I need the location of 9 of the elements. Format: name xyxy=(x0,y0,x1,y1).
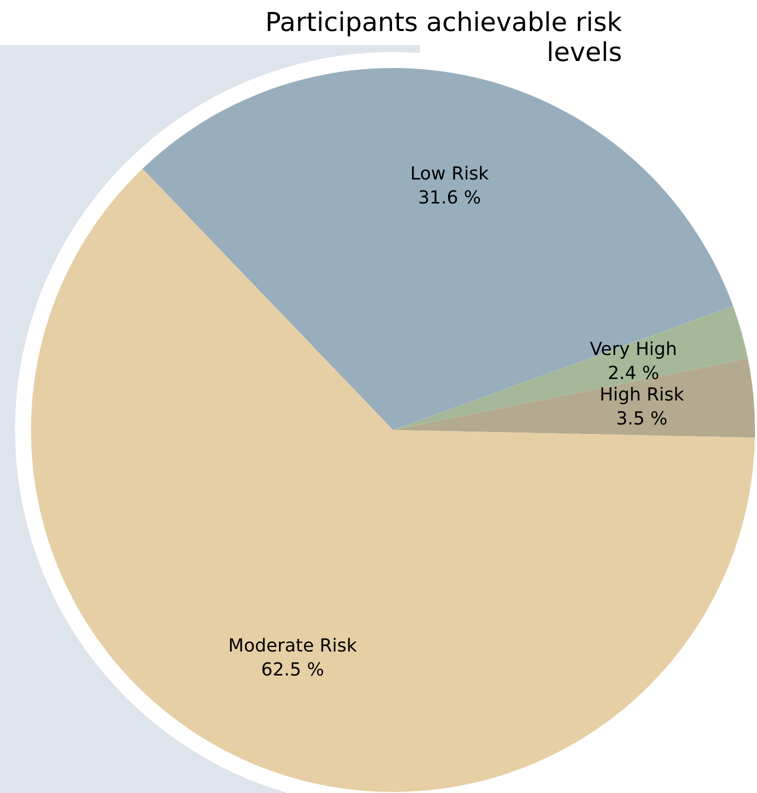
data-label: 3.5 % xyxy=(616,408,668,430)
slice-label: High Risk xyxy=(600,384,685,406)
data-label: 62.5 % xyxy=(261,659,324,680)
slice-label: Very High xyxy=(590,338,678,360)
slice-label: Low Risk xyxy=(410,163,490,184)
data-label: 2.4 % xyxy=(608,362,660,384)
data-label: 31.6 % xyxy=(418,187,481,208)
chart-title: Participants achievable risk levels xyxy=(264,8,622,68)
slice-label: Moderate Risk xyxy=(228,635,358,656)
